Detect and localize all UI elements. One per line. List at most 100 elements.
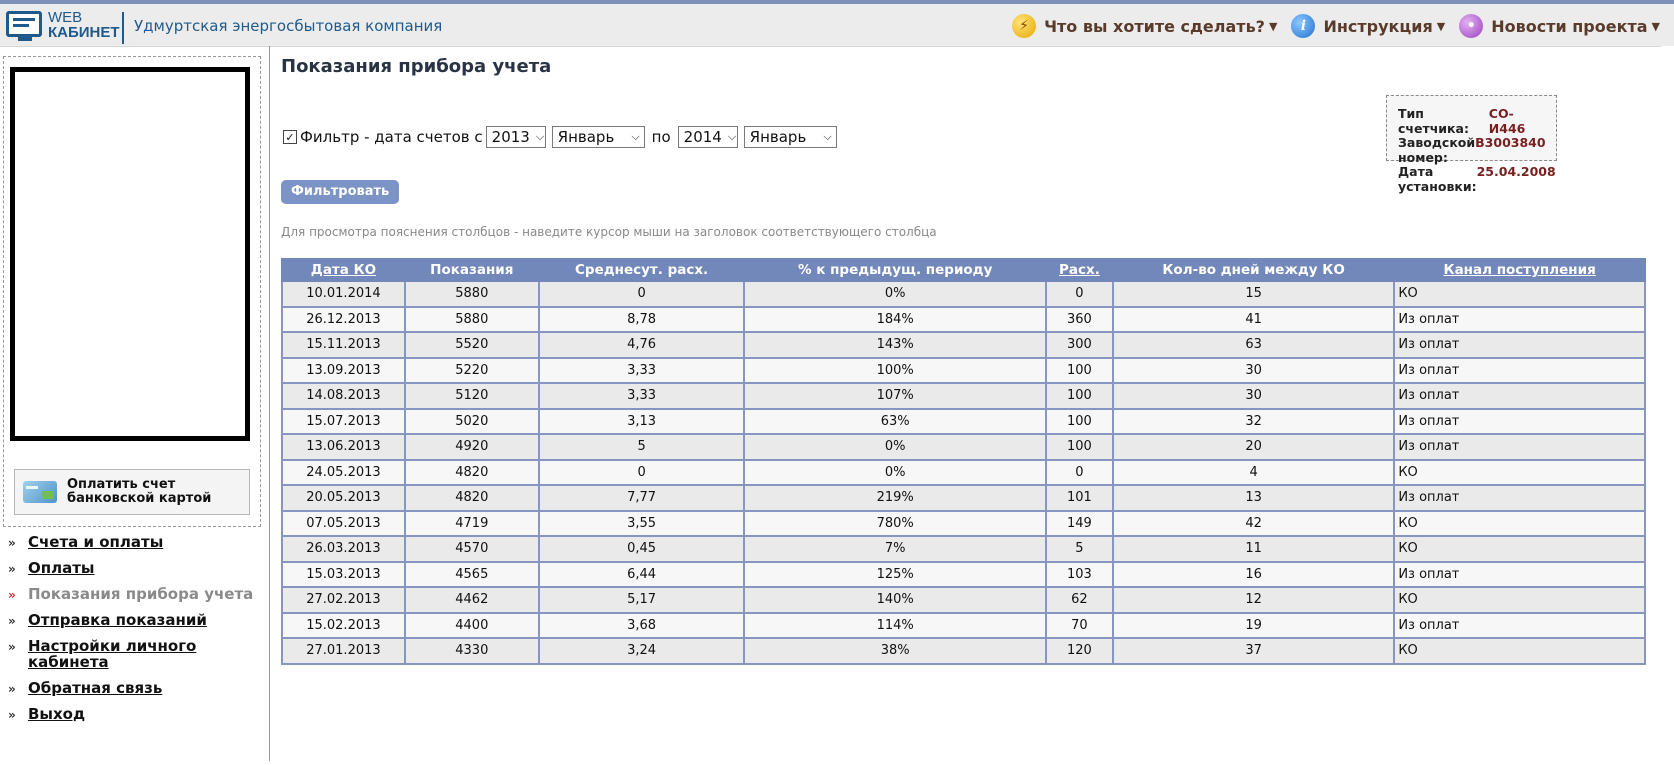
table-cell: 41	[1111, 305, 1396, 333]
table-cell: 0	[1044, 280, 1114, 308]
bank-card-icon	[23, 481, 57, 503]
table-cell: 37	[1111, 637, 1396, 665]
top-accent-bar	[0, 0, 1674, 4]
table-cell: КО	[1393, 586, 1646, 614]
chevron-down-icon: ⌵	[823, 130, 832, 143]
table-cell: 219%	[743, 484, 1047, 512]
col-channel[interactable]: Канал поступления	[1393, 258, 1646, 282]
from-year-select[interactable]: 2013 ⌵	[485, 126, 546, 148]
table-cell: Из оплат	[1393, 356, 1646, 384]
table-cell: 62	[1044, 586, 1114, 614]
double-chevron-icon: »	[8, 640, 16, 654]
table-cell: 0,45	[537, 535, 746, 563]
menu-what-to-do-label: Что вы хотите сделать?	[1044, 16, 1265, 36]
meter-info-box: Тип счетчика: СО-И446 Заводской номер: В30…	[1386, 95, 1557, 193]
col-percent: % к предыдущ. периоду	[743, 258, 1047, 282]
table-cell: 184%	[743, 305, 1047, 333]
header-divider	[122, 12, 124, 44]
table-row: 10.01.2014 5880 0 0% 0 15 КО	[281, 280, 1646, 308]
nav-item-feedback[interactable]: » Обратная связь	[8, 679, 163, 697]
table-cell: 42	[1111, 509, 1396, 537]
col-days: Кол-во дней между КО	[1111, 258, 1396, 282]
table-cell: Из оплат	[1393, 560, 1646, 588]
double-chevron-icon: »	[8, 588, 16, 602]
table-cell: 15.11.2013	[281, 331, 406, 359]
col-reading: Показания	[403, 258, 540, 282]
chevron-down-icon: ⌵	[535, 130, 545, 143]
table-cell: 300	[1044, 331, 1114, 359]
menu-instruction[interactable]: i Инструкция ▼	[1291, 14, 1445, 38]
table-cell: 7%	[743, 535, 1047, 563]
filter-button[interactable]: Фильтровать	[281, 180, 400, 204]
table-cell: 15	[1111, 280, 1396, 308]
table-cell: 16	[1111, 560, 1396, 588]
to-label: по	[651, 128, 671, 146]
table-cell: 3,55	[537, 509, 746, 537]
table-cell: 3,33	[537, 356, 746, 384]
to-year-select[interactable]: 2014 ⌵	[677, 126, 738, 148]
table-row: 26.12.2013 5880 8,78 184% 360 41 Из оплат	[281, 305, 1646, 333]
double-chevron-icon: »	[8, 536, 16, 550]
table-cell: 26.12.2013	[281, 305, 406, 333]
col-date[interactable]: Дата КО	[281, 258, 406, 282]
table-cell: 100%	[743, 356, 1047, 384]
table-cell: 5,17	[537, 586, 746, 614]
table-cell: 30	[1111, 382, 1396, 410]
table-row: 27.02.2013 4462 5,17 140% 62 12 КО	[281, 586, 1646, 614]
nav-item-bills[interactable]: » Счета и оплаты	[8, 533, 164, 551]
menu-news[interactable]: • Новости проекта ▼	[1459, 14, 1660, 38]
nav-item-logout[interactable]: » Выход	[8, 705, 86, 723]
table-row: 26.03.2013 4570 0,45 7% 5 11 КО	[281, 535, 1646, 563]
table-cell: 63	[1111, 331, 1396, 359]
table-cell: 143%	[743, 331, 1047, 359]
table-cell: 19	[1111, 611, 1396, 639]
monitor-icon	[6, 11, 42, 37]
table-cell: 3,24	[537, 637, 746, 665]
table-cell: 5220	[403, 356, 540, 384]
nav-item-send-readings[interactable]: » Отправка показаний	[8, 611, 207, 629]
menu-what-to-do[interactable]: ⚡ Что вы хотите сделать? ▼	[1012, 14, 1277, 38]
nav-item-settings[interactable]: » Настройки личного кабинета	[8, 637, 197, 671]
logo[interactable]: WEB КАБИНЕТ	[6, 10, 120, 42]
meter-serial-value: В3003840	[1475, 135, 1546, 150]
table-cell: 149	[1044, 509, 1114, 537]
table-cell: 12	[1111, 586, 1396, 614]
table-cell: Из оплат	[1393, 433, 1646, 461]
table-row: 07.05.2013 4719 3,55 780% 149 42 КО	[281, 509, 1646, 537]
logo-line2: КАБИНЕТ	[48, 24, 120, 41]
readings-table: Дата КО Показания Среднесут. расх. % к п…	[281, 258, 1646, 665]
filter-row: ✓ Фильтр - дата счетов с 2013 ⌵ Январь ⌵ п…	[283, 126, 840, 148]
table-cell: 100	[1044, 433, 1114, 461]
to-month-select[interactable]: Январь ⌵	[743, 126, 837, 148]
table-cell: 27.01.2013	[281, 637, 406, 665]
table-cell: 8,78	[537, 305, 746, 333]
nav-item-meter-readings[interactable]: » Показания прибора учета	[8, 585, 254, 603]
table-row: 27.01.2013 4330 3,24 38% 120 37 КО	[281, 637, 1646, 665]
nav-item-payments[interactable]: » Оплаты	[8, 559, 95, 577]
table-row: 13.06.2013 4920 5 0% 100 20 Из оплат	[281, 433, 1646, 461]
table-cell: 4719	[403, 509, 540, 537]
table-row: 14.08.2013 5120 3,33 107% 100 30 Из оплат	[281, 382, 1646, 410]
table-cell: Из оплат	[1393, 611, 1646, 639]
table-cell: 30	[1111, 356, 1396, 384]
table-cell: 5880	[403, 305, 540, 333]
table-cell: 5880	[403, 280, 540, 308]
meter-install-value: 25.04.2008	[1476, 164, 1556, 179]
pay-by-card-button[interactable]: Оплатить счет банковской картой	[14, 469, 250, 515]
scrollbar[interactable]	[1661, 46, 1674, 761]
table-row: 15.03.2013 4565 6,44 125% 103 16 Из оплат	[281, 560, 1646, 588]
table-cell: 100	[1044, 407, 1114, 435]
table-cell: 4330	[403, 637, 540, 665]
col-consumption[interactable]: Расх.	[1044, 258, 1114, 282]
menu-news-label: Новости проекта	[1491, 16, 1648, 36]
table-cell: 3,68	[537, 611, 746, 639]
caret-down-icon: ▼	[1651, 19, 1660, 33]
page-title: Показания прибора учета	[281, 56, 552, 77]
table-cell: КО	[1393, 280, 1646, 308]
table-cell: 5020	[403, 407, 540, 435]
filter-checkbox[interactable]: ✓	[283, 130, 297, 144]
table-cell: 4820	[403, 458, 540, 486]
company-name: Удмуртская энергосбытовая компания	[134, 17, 443, 35]
table-cell: 3,13	[537, 407, 746, 435]
from-month-select[interactable]: Январь ⌵	[551, 126, 645, 148]
